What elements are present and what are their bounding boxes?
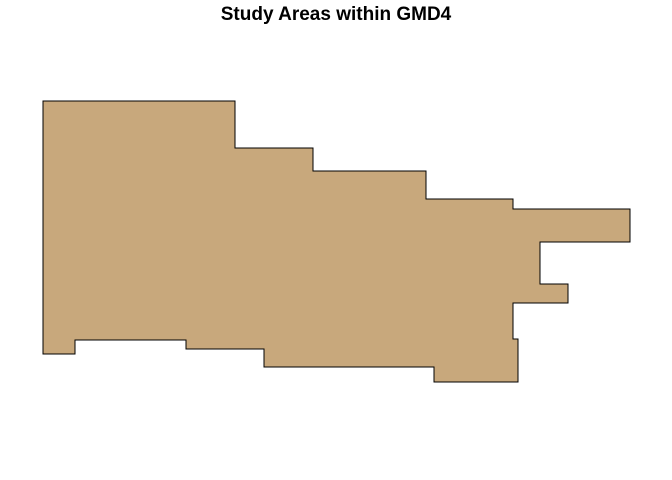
map-title: Study Areas within GMD4	[220, 4, 452, 25]
gmd4-study-area-polygon	[42, 100, 631, 383]
